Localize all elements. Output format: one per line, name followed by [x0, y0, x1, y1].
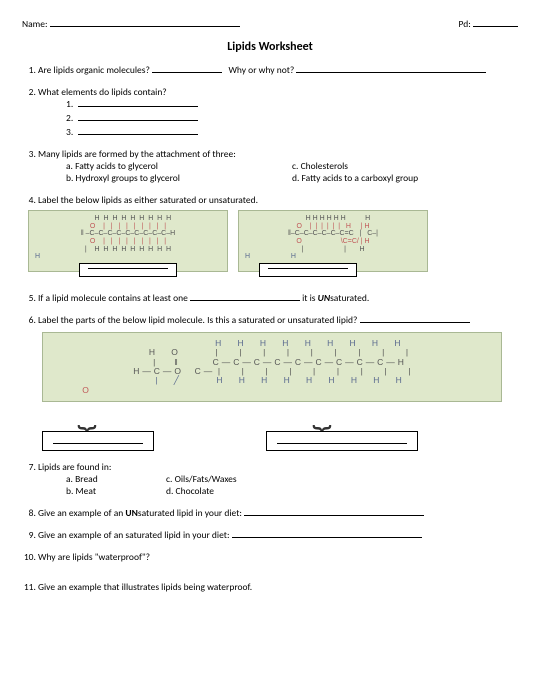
q3-d: d. Fatty acids to a carboxyl group — [292, 172, 518, 184]
chem1-answer-box[interactable] — [79, 263, 177, 277]
q1-blank1[interactable] — [152, 72, 222, 73]
q11: Give an example that illustrates lipids … — [38, 581, 518, 593]
q1-blank2[interactable] — [296, 72, 486, 73]
pd-field[interactable]: Pd: — [459, 18, 518, 30]
name-blank[interactable] — [50, 26, 240, 27]
q10: Why are lipids "waterproof"? — [38, 551, 518, 563]
q8: Give an example of an UNsaturated lipid … — [38, 507, 518, 519]
q2-blank2[interactable] — [78, 120, 198, 121]
q9-blank[interactable] — [232, 537, 422, 538]
name-label: Name: — [22, 18, 48, 30]
chem3-o: O — [53, 386, 491, 395]
q2-blank3[interactable] — [78, 134, 198, 135]
chem1-bond2: O | | | | | | | | | — [35, 238, 221, 246]
q5-mid: it is — [300, 292, 318, 304]
q2-blank1[interactable] — [78, 106, 198, 107]
q4: Label the below lipids as either saturat… — [38, 194, 518, 282]
q6: Label the parts of the below lipid molec… — [38, 314, 518, 451]
q3: Many lipids are formed by the attachment… — [38, 148, 518, 184]
q6-text: Label the parts of the below lipid molec… — [38, 314, 357, 326]
q3-text: Many lipids are formed by the attachment… — [38, 148, 236, 160]
q6-answer-box-left[interactable] — [42, 431, 154, 451]
q6-answer-box-right[interactable] — [266, 431, 418, 451]
chem1-answer-blank[interactable] — [88, 268, 168, 269]
chem-diagram-2: H H H H H H H O | | | | | | H | H ‖–C–C–… — [238, 210, 428, 272]
question-list: Are lipids organic molecules? Why or why… — [22, 64, 518, 593]
q6-blank[interactable] — [360, 322, 470, 323]
q1-suffix: Why or why not? — [228, 64, 294, 76]
chem1-bond1: O | | | | | | | | | — [35, 223, 221, 231]
chem2-bond1: O | | | | | | H | H — [245, 223, 421, 231]
q4-text: Label the below lipids as either saturat… — [38, 194, 258, 206]
q7-b: b. Meat — [66, 485, 166, 497]
header-row: Name: Pd: — [22, 18, 518, 30]
pd-label: Pd: — [459, 18, 471, 30]
q2: What elements do lipids contain? 1. 2. 3… — [38, 86, 518, 138]
q9: Give an example of an saturated lipid in… — [38, 529, 518, 541]
q9-text: Give an example of an saturated lipid in… — [38, 529, 229, 541]
q5-pre: If a lipid molecule contains at least on… — [38, 292, 190, 304]
q5-blank[interactable] — [190, 300, 300, 301]
q2-n2: 2. — [66, 112, 73, 124]
q8-un: UN — [125, 507, 137, 519]
q7: Lipids are found in: a. Bread c. Oils/Fa… — [38, 461, 518, 497]
q1-text: Are lipids organic molecules? — [38, 64, 150, 76]
q7-c: c. Oils/Fats/Waxes — [166, 473, 266, 485]
chem-diagram-3: H H H H H H H H H H O | | | | | | | | | … — [42, 332, 502, 402]
q7-text: Lipids are found in: — [38, 461, 111, 473]
name-field[interactable]: Name: — [22, 18, 240, 30]
q1: Are lipids organic molecules? Why or why… — [38, 64, 518, 76]
q8-post: saturated lipid in your diet: — [138, 507, 242, 519]
q3-a: a. Fatty acids to glycerol — [66, 160, 292, 172]
chem1-top: H H H H H H H H H — [35, 215, 221, 223]
q3-b: b. Hydroxyl groups to glycerol — [66, 172, 292, 184]
chem2-bond2: O \C=C/ | H — [245, 238, 421, 246]
q11-text: Give an example that illustrates lipids … — [38, 581, 252, 593]
chem2-chain: ‖–C–C–C–C–C–C=C | C–| — [245, 230, 421, 238]
q3-c: c. Cholesterols — [292, 160, 518, 172]
q8-pre: Give an example of an — [38, 507, 125, 519]
q5: If a lipid molecule contains at least on… — [38, 292, 518, 304]
chem2-answer-box[interactable] — [259, 263, 357, 277]
q2-n3: 3. — [66, 126, 73, 138]
chem2-bot: | | H — [245, 246, 421, 254]
pd-blank[interactable] — [473, 26, 518, 27]
chem2-h: H H — [245, 253, 421, 261]
q2-n1: 1. — [66, 98, 73, 110]
q5-post: saturated. — [330, 292, 369, 304]
chem-diagram-1: H H H H H H H H H O | | | | | | | | | ‖ … — [28, 210, 228, 272]
q2-text: What elements do lipids contain? — [38, 86, 167, 98]
chem1-bot: | H H H H H H H H H — [35, 246, 221, 254]
q8-blank[interactable] — [244, 515, 424, 516]
chem3-bot: | ╱ H H H H H H H H H — [53, 376, 491, 385]
q7-d: d. Chocolate — [166, 485, 266, 497]
q5-un: UN — [318, 292, 330, 304]
chem2-top: H H H H H H H — [245, 215, 421, 223]
q10-text: Why are lipids "waterproof"? — [38, 551, 150, 563]
q7-a: a. Bread — [66, 473, 166, 485]
page-title: Lipids Worksheet — [22, 40, 518, 54]
q6-answer-blank-left[interactable] — [53, 443, 143, 444]
chem2-answer-blank[interactable] — [268, 268, 348, 269]
chem1-h: H — [35, 253, 221, 261]
chem1-chain: ‖ –C–C–C–C–C–C–C–C–C–H — [35, 230, 221, 238]
q6-answer-blank-right[interactable] — [277, 443, 407, 444]
